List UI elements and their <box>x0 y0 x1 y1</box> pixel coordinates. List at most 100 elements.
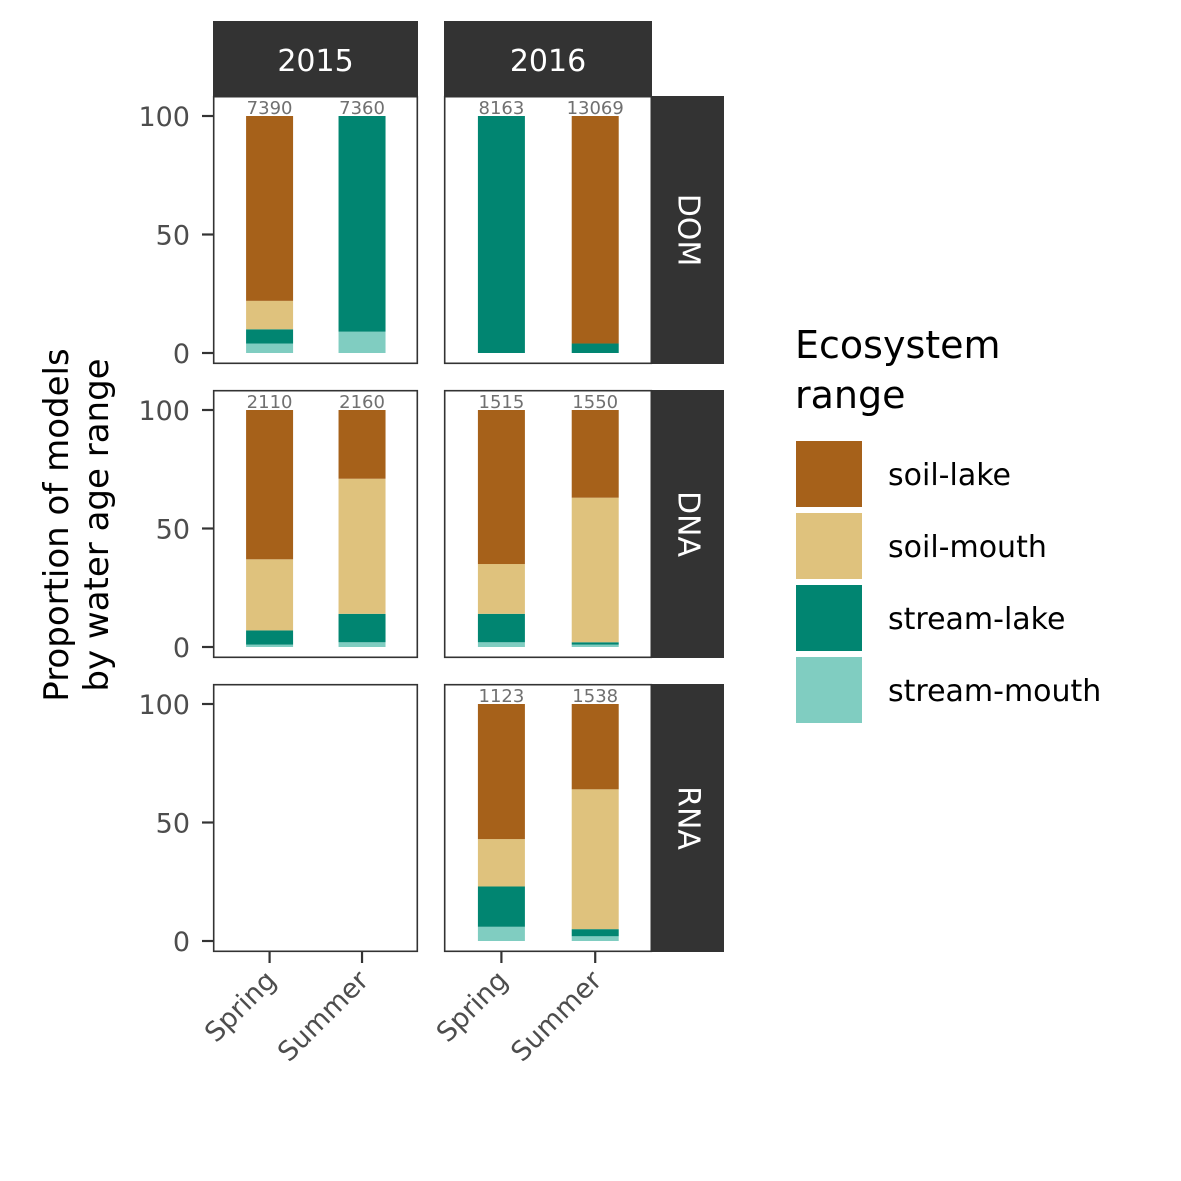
legend-title-line-1: Ecosystem <box>795 323 1001 367</box>
bar-spring: 8163 <box>477 98 525 353</box>
bar-segment-stream-lake <box>246 630 294 645</box>
panel-background <box>444 684 652 952</box>
bar-segment-soil-lake <box>571 410 619 498</box>
bar-segment-stream-mouth <box>477 926 525 941</box>
strip-col-2015: 2015 <box>213 21 418 96</box>
y-tick-label: 50 <box>156 515 190 546</box>
bar-segment-stream-mouth <box>338 331 386 353</box>
strip-col-2016: 2016 <box>444 21 652 96</box>
panel-border <box>443 683 653 953</box>
panel-border <box>443 95 653 365</box>
panel-background <box>213 96 418 364</box>
y-axis-title-line-2: by water age range <box>77 358 117 691</box>
bar-summer: 1550 <box>571 392 619 647</box>
bar-segment-soil-lake <box>571 116 619 344</box>
bar-segment-soil-lake <box>477 704 525 840</box>
bar-segment-stream-mouth <box>571 936 619 941</box>
panel-border <box>212 389 419 659</box>
bar-count-label: 1538 <box>572 686 618 707</box>
x-tick-label-spring: Spring <box>199 965 283 1049</box>
legend-item-stream-lake: stream-lake <box>796 585 1065 651</box>
strip-row-dna: DNA <box>652 390 724 658</box>
bar-count-label: 8163 <box>479 98 525 119</box>
x-tick-label-summer: Summer <box>505 964 609 1068</box>
bar-summer: 13069 <box>567 98 624 353</box>
legend-label-soil-mouth: soil-mouth <box>888 530 1047 565</box>
bar-summer: 2160 <box>338 392 386 647</box>
legend-item-soil-mouth: soil-mouth <box>796 513 1047 579</box>
bar-segment-soil-mouth <box>246 300 294 330</box>
bar-segment-soil-mouth <box>571 789 619 930</box>
y-axis-dom: 0 50 100 <box>138 102 213 370</box>
bar-segment-soil-mouth <box>477 839 525 887</box>
legend-label-soil-lake: soil-lake <box>888 458 1011 493</box>
strip-row-bg <box>652 684 724 952</box>
y-axis-title-line-1: Proportion of models <box>37 348 77 701</box>
bar-segment-stream-lake <box>338 116 386 332</box>
panel-border <box>443 389 653 659</box>
panel-dom-2016: 8163 13069 <box>443 95 653 365</box>
bar-segment-soil-mouth <box>338 478 386 614</box>
y-tick-label: 0 <box>173 927 190 958</box>
legend-item-soil-lake: soil-lake <box>796 441 1011 507</box>
panel-dom-2015: 7390 7360 <box>212 95 419 365</box>
legend-label-stream-mouth: stream-mouth <box>888 674 1101 709</box>
panel-background <box>444 96 652 364</box>
panel-border <box>212 95 419 365</box>
y-tick-label: 0 <box>173 633 190 664</box>
bar-count-label: 7390 <box>247 98 293 119</box>
bar-summer: 7360 <box>338 98 386 353</box>
strip-row-bg <box>652 390 724 658</box>
legend-key-stream-mouth <box>796 657 862 723</box>
legend-key-stream-lake <box>796 585 862 651</box>
x-tick-label-spring: Spring <box>431 965 515 1049</box>
y-tick-label: 100 <box>138 396 190 427</box>
legend-key-soil-mouth <box>796 513 862 579</box>
bar-segment-soil-lake <box>246 410 294 560</box>
panel-background <box>213 684 418 952</box>
bar-segment-stream-lake <box>571 929 619 937</box>
legend-item-stream-mouth: stream-mouth <box>796 657 1101 723</box>
x-tick-label-summer: Summer <box>272 964 376 1068</box>
bar-segment-stream-lake <box>477 886 525 927</box>
bar-spring: 7390 <box>246 98 294 353</box>
strip-col-label: 2016 <box>510 44 586 79</box>
bar-segment-stream-lake <box>477 116 525 353</box>
bar-segment-stream-mouth <box>571 644 619 647</box>
bar-segment-stream-lake <box>571 343 619 353</box>
bar-segment-soil-lake <box>477 410 525 565</box>
y-axis-title: Proportion of models by water age range <box>37 348 117 701</box>
y-axis-rna: 0 50 100 <box>138 690 213 958</box>
bar-segment-soil-mouth <box>477 564 525 614</box>
bar-count-label: 2160 <box>339 392 385 413</box>
bar-summer: 1538 <box>571 686 619 941</box>
legend-label-stream-lake: stream-lake <box>888 602 1065 637</box>
bar-count-label: 13069 <box>567 98 624 119</box>
bar-count-label: 1550 <box>572 392 618 413</box>
bar-segment-soil-lake <box>571 704 619 790</box>
panel-border <box>212 683 419 953</box>
panel-background <box>213 390 418 658</box>
y-tick-label: 100 <box>138 102 190 133</box>
panel-dna-2016: 1515 1550 <box>443 389 653 659</box>
strip-row-label: DNA <box>671 491 706 558</box>
bar-segment-soil-mouth <box>571 497 619 643</box>
panel-dna-2015: 2110 2160 <box>212 389 419 659</box>
bar-segment-soil-mouth <box>246 559 294 631</box>
strip-row-label: RNA <box>671 786 706 850</box>
panel-rna-2015 <box>212 683 419 953</box>
strip-col-bg <box>444 21 652 96</box>
panel-background <box>444 390 652 658</box>
y-tick-label: 50 <box>156 809 190 840</box>
y-axis-dna: 0 50 100 <box>138 396 213 664</box>
y-tick-label: 0 <box>173 339 190 370</box>
y-axes: 0 50 100 0 50 100 0 50 100 <box>138 102 213 958</box>
strip-row-bg <box>652 96 724 364</box>
bar-count-label: 2110 <box>247 392 293 413</box>
legend-title-line-2: range <box>795 373 906 417</box>
bar-count-label: 1515 <box>479 392 525 413</box>
y-tick-label: 100 <box>138 690 190 721</box>
